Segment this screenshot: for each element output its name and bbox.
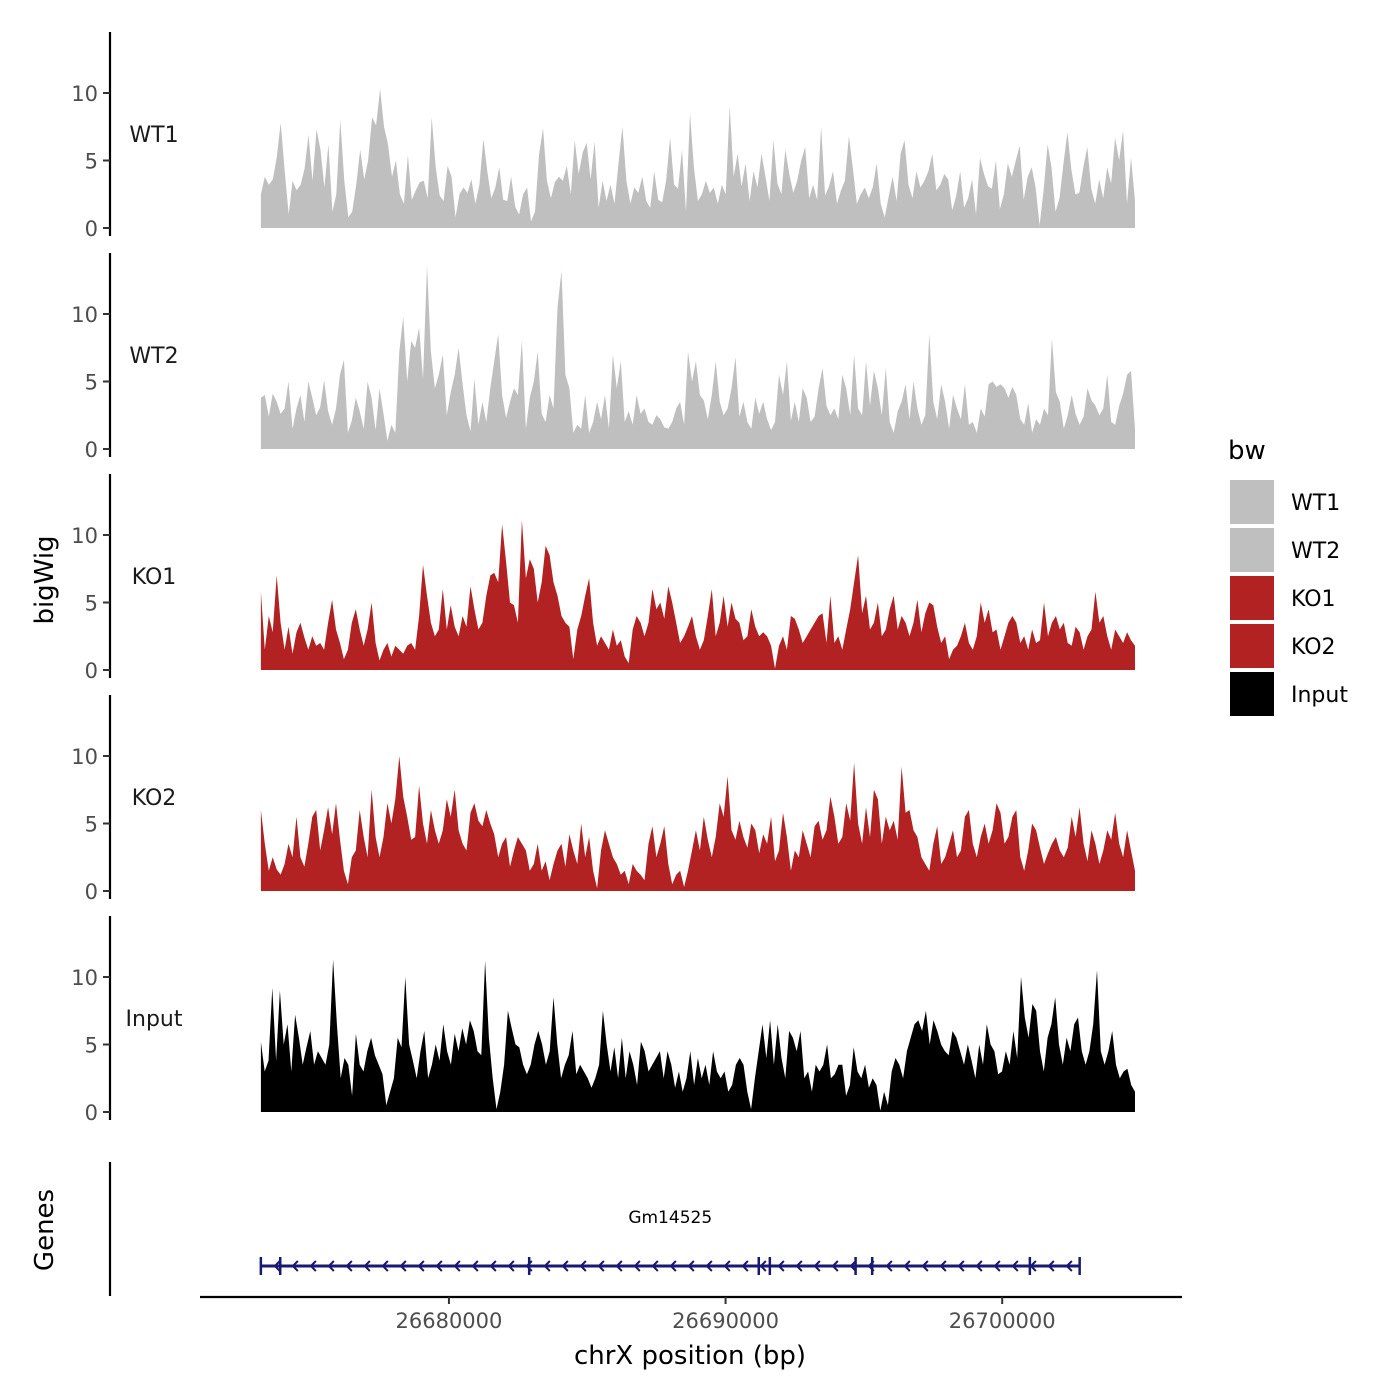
y-tick-label: 5 (85, 592, 98, 616)
legend-label-input: Input (1291, 683, 1348, 708)
legend-swatch-wt2 (1230, 528, 1274, 572)
strand-arrow (1065, 1260, 1073, 1272)
strand-arrow (1011, 1260, 1019, 1272)
bigwig-tracks: 0 5 10 WT1 0 5 10 WT2 0 5 10 KO1 0 5 10 KO2 0 5 10 Input (71, 32, 1135, 1125)
track-ko1: 0 5 10 KO1 (71, 474, 1135, 683)
strand-arrow (777, 1260, 785, 1272)
y-tick-label: 0 (85, 1101, 98, 1125)
y-tick-label: 5 (85, 1034, 98, 1058)
strand-arrow (471, 1260, 479, 1272)
legend-label-wt1: WT1 (1291, 491, 1340, 516)
strand-arrow (453, 1260, 461, 1272)
x-tick-label: 26680000 (396, 1309, 503, 1333)
area-wt1 (260, 88, 1135, 229)
x-axis-title: chrX position (bp) (574, 1341, 806, 1371)
track-label-wt2: WT2 (129, 344, 178, 369)
strand-arrow (885, 1260, 893, 1272)
y-tick-label: 0 (85, 880, 98, 904)
legend-swatch-ko1 (1230, 576, 1274, 620)
track-ko2: 0 5 10 KO2 (71, 695, 1135, 904)
area-ko1 (260, 520, 1135, 670)
strand-arrow (831, 1260, 839, 1272)
area-wt2 (260, 265, 1135, 449)
legend-label-ko2: KO2 (1291, 635, 1336, 660)
track-label-input: Input (126, 1007, 183, 1032)
y-axis-title: bigWig (30, 535, 60, 624)
strand-arrow (489, 1260, 497, 1272)
y-tick-label: 10 (71, 82, 98, 106)
strand-arrow (669, 1260, 677, 1272)
genes-axis-title: Genes (30, 1189, 60, 1271)
strand-arrow (723, 1260, 731, 1272)
strand-arrow (543, 1260, 551, 1272)
strand-arrow (327, 1260, 335, 1272)
strand-arrow (903, 1260, 911, 1272)
legend: bw WT1 WT2 KO1 KO2 Input (1228, 436, 1348, 716)
x-tick-label: 26700000 (949, 1309, 1056, 1333)
strand-arrow (741, 1260, 749, 1272)
strand-arrow (273, 1260, 281, 1272)
track-wt2: 0 5 10 WT2 (71, 253, 1135, 462)
legend-swatch-wt1 (1230, 480, 1274, 524)
x-tick-label: 26690000 (672, 1309, 779, 1333)
legend-label-wt2: WT2 (1291, 539, 1340, 564)
area-input (260, 959, 1135, 1112)
track-input: 0 5 10 Input (71, 916, 1135, 1125)
y-tick-label: 10 (71, 524, 98, 548)
strand-arrow (435, 1260, 443, 1272)
strand-arrow (345, 1260, 353, 1272)
legend-swatch-input (1230, 672, 1274, 716)
track-label-wt1: WT1 (129, 123, 178, 148)
area-ko2 (260, 756, 1135, 891)
strand-arrow (615, 1260, 623, 1272)
strand-arrow (507, 1260, 515, 1272)
strand-arrow (975, 1260, 983, 1272)
y-tick-label: 10 (71, 745, 98, 769)
legend-label-ko1: KO1 (1291, 587, 1336, 612)
strand-arrow (813, 1260, 821, 1272)
track-label-ko2: KO2 (132, 786, 177, 811)
strand-arrow (921, 1260, 929, 1272)
legend-swatch-ko2 (1230, 624, 1274, 668)
strand-arrow (759, 1260, 767, 1272)
strand-arrow (561, 1260, 569, 1272)
x-axis: 26680000 26690000 26700000 (200, 1295, 1182, 1333)
y-tick-label: 0 (85, 217, 98, 241)
gene-panel: Gm14525 (108, 1162, 1081, 1296)
track-wt1: 0 5 10 WT1 (71, 32, 1135, 241)
y-tick-label: 10 (71, 966, 98, 990)
y-tick-label: 0 (85, 438, 98, 462)
legend-title: bw (1228, 436, 1266, 466)
strand-arrow (291, 1260, 299, 1272)
strand-arrow (957, 1260, 965, 1272)
strand-arrow (687, 1260, 695, 1272)
strand-arrow (705, 1260, 713, 1272)
strand-arrow (597, 1260, 605, 1272)
y-tick-label: 5 (85, 371, 98, 395)
strand-arrow (993, 1260, 1001, 1272)
gene-name: Gm14525 (628, 1208, 712, 1228)
strand-arrow (363, 1260, 371, 1272)
y-tick-label: 5 (85, 813, 98, 837)
strand-arrow (309, 1260, 317, 1272)
strand-arrow (849, 1260, 857, 1272)
strand-arrow (399, 1260, 407, 1272)
strand-arrow (633, 1260, 641, 1272)
strand-arrow (381, 1260, 389, 1272)
strand-arrow (579, 1260, 587, 1272)
y-tick-label: 5 (85, 150, 98, 174)
y-tick-label: 0 (85, 659, 98, 683)
strand-arrow (939, 1260, 947, 1272)
strand-arrow (417, 1260, 425, 1272)
track-label-ko1: KO1 (132, 565, 177, 590)
strand-arrow (795, 1260, 803, 1272)
strand-arrow (651, 1260, 659, 1272)
y-tick-label: 10 (71, 303, 98, 327)
strand-arrow (1047, 1260, 1055, 1272)
